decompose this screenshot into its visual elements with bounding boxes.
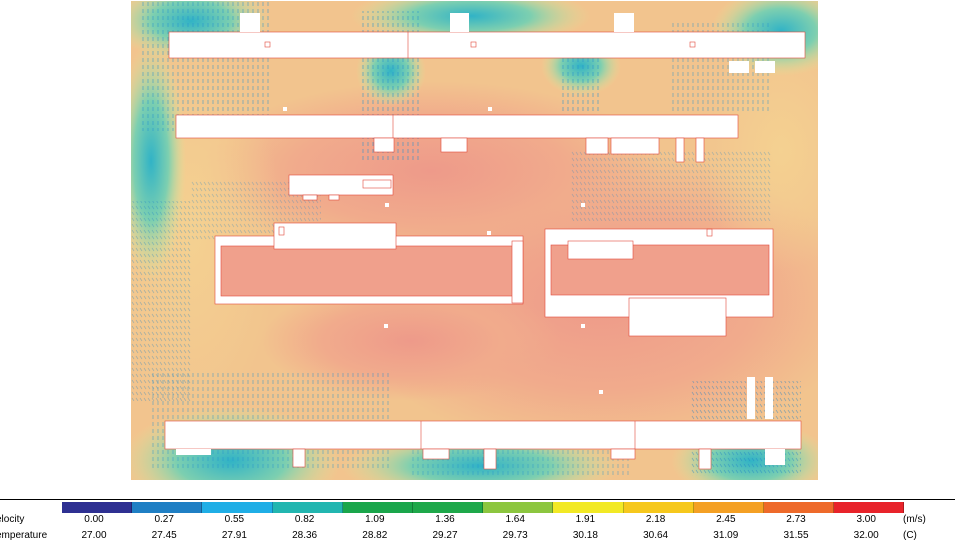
velocity-unit: (m/s) — [903, 514, 926, 525]
temperature-tick-label: 32.00 — [853, 530, 879, 541]
left-rack-inner — [220, 245, 514, 297]
velocity-tick-label: 1.09 — [365, 514, 385, 525]
sub-block — [585, 137, 609, 155]
color-swatch — [202, 502, 273, 513]
velocity-tick-label: 0.55 — [224, 514, 245, 525]
bottom-foot — [176, 449, 211, 455]
temperature-row-label: emperature — [0, 530, 48, 541]
temperature-tick-label: 31.09 — [713, 530, 739, 541]
velocity-vectors — [131, 201, 191, 401]
color-swatch — [483, 502, 554, 513]
velocity-tick-label: 1.36 — [435, 514, 455, 525]
color-swatch — [693, 502, 764, 513]
top-cap — [450, 13, 469, 32]
temperature-unit: (C) — [903, 530, 917, 541]
sub-block — [373, 137, 395, 153]
color-swatch — [272, 502, 343, 513]
second-row-unit — [175, 114, 739, 139]
velocity-tick-label: 1.91 — [575, 514, 596, 525]
color-scale-bar — [62, 502, 905, 513]
small-unit-inner — [362, 179, 392, 189]
marker — [470, 41, 477, 48]
legend-divider — [0, 499, 955, 500]
pillar — [747, 377, 755, 419]
small-unit-foot — [328, 194, 340, 201]
left-rack-header — [273, 222, 397, 250]
equipment-obstacles — [164, 13, 806, 470]
marker — [264, 41, 271, 48]
top-right-bracket — [729, 61, 749, 73]
temperature-velocity-field-plot — [131, 1, 818, 480]
sub-block — [695, 137, 705, 163]
right-rack-tab — [706, 228, 713, 237]
velocity-tick-label: 1.64 — [505, 514, 525, 525]
temperature-tick-label: 27.91 — [221, 530, 247, 541]
color-swatch — [342, 502, 413, 513]
temperature-tick-label: 27.00 — [81, 530, 107, 541]
top-cap — [614, 13, 634, 32]
top-right-bracket — [755, 61, 775, 73]
color-swatch — [623, 502, 694, 513]
left-rack-tab — [278, 226, 285, 236]
sub-block — [610, 137, 660, 155]
left-rack-end — [511, 240, 524, 304]
velocity-tick-label: 0.82 — [294, 514, 315, 525]
color-swatch — [412, 502, 484, 513]
velocity-row-label: elocity — [0, 514, 25, 525]
velocity-tick-label: 2.18 — [645, 514, 666, 525]
right-rack-block — [628, 297, 727, 337]
sub-block — [675, 137, 685, 163]
bottom-foot — [765, 449, 785, 465]
velocity-vectors — [571, 151, 771, 221]
velocity-tick-label: 3.00 — [856, 514, 876, 525]
color-swatch — [763, 502, 835, 513]
sub-block — [440, 137, 468, 153]
right-rack-header — [567, 240, 634, 260]
top-cap — [240, 13, 260, 32]
color-swatch — [132, 502, 203, 513]
bottom-foot — [698, 448, 712, 470]
temperature-tick-label: 30.18 — [572, 530, 598, 541]
velocity-tick-label: 0.27 — [154, 514, 174, 525]
temperature-tick-label: 29.73 — [502, 530, 528, 541]
temperature-tick-label: 31.55 — [783, 530, 809, 541]
temperature-tick-label: 30.64 — [643, 530, 669, 541]
bottom-row-unit — [164, 420, 802, 450]
pillar — [765, 377, 773, 419]
bottom-foot — [483, 448, 497, 470]
bottom-foot — [422, 448, 450, 460]
small-unit-foot — [302, 194, 318, 201]
bottom-foot — [292, 448, 306, 468]
velocity-tick-label: 0.00 — [84, 514, 104, 525]
temperature-tick-label: 27.45 — [151, 530, 177, 541]
temperature-tick-label: 29.27 — [432, 530, 458, 541]
velocity-tick-label: 2.45 — [716, 514, 736, 525]
color-swatch — [553, 502, 624, 513]
temperature-tick-label: 28.82 — [362, 530, 388, 541]
top-row-unit — [168, 31, 806, 59]
color-swatch — [834, 502, 905, 513]
color-swatch — [62, 502, 133, 513]
bottom-foot — [610, 448, 636, 460]
sensor-points — [283, 107, 603, 394]
marker — [689, 41, 696, 48]
temperature-tick-label: 28.36 — [292, 530, 318, 541]
velocity-tick-label: 2.73 — [786, 514, 806, 525]
